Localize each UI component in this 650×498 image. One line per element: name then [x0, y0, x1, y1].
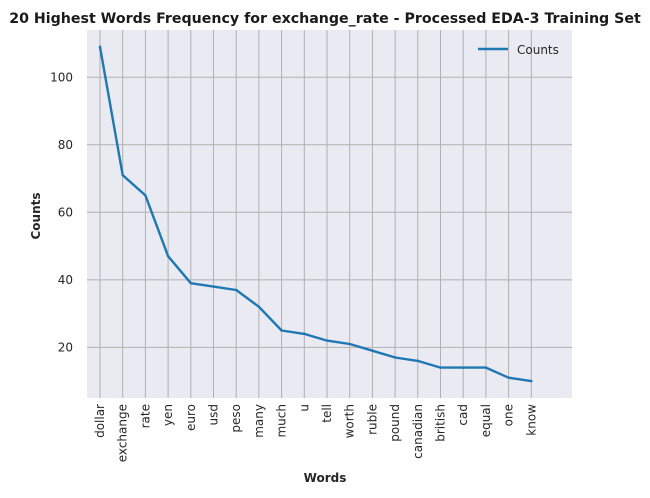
grid-lines — [87, 30, 572, 398]
data-point — [98, 45, 102, 49]
y-tick-label: 80 — [58, 138, 73, 152]
x-tick-label: euro — [184, 404, 198, 431]
y-tick-label: 60 — [58, 205, 73, 219]
x-tick-label: worth — [343, 404, 357, 438]
data-point — [212, 285, 215, 288]
y-axis-ticks: 20 40 60 80 100 — [50, 70, 73, 354]
data-point — [166, 255, 170, 258]
y-axis-label: Counts — [29, 192, 43, 239]
data-point — [303, 332, 306, 336]
x-tick-label: know — [524, 404, 538, 436]
x-tick-label: ruble — [365, 404, 379, 435]
data-point — [439, 366, 442, 369]
x-tick-label: exchange — [116, 404, 130, 462]
data-point — [325, 339, 329, 342]
data-point — [280, 329, 283, 332]
chart-title: 20 Highest Words Frequency for exchange_… — [9, 11, 641, 27]
data-point — [462, 366, 465, 369]
x-tick-label: yen — [161, 404, 175, 426]
legend: Counts — [478, 43, 559, 57]
x-tick-label: cad — [456, 404, 470, 426]
x-tick-label: dollar — [93, 404, 107, 438]
data-point — [484, 366, 488, 369]
plot-area — [87, 30, 572, 398]
data-point — [144, 194, 147, 197]
series-group — [98, 45, 533, 383]
y-tick-label: 20 — [58, 340, 73, 354]
series-line — [98, 45, 533, 383]
data-point — [348, 342, 351, 346]
data-point — [507, 376, 510, 379]
x-tick-label: one — [502, 404, 516, 426]
x-tick-label: canadian — [411, 404, 425, 459]
y-tick-label: 100 — [50, 70, 73, 84]
x-tick-label: british — [434, 404, 448, 442]
data-point — [371, 349, 374, 352]
data-point — [530, 379, 533, 383]
data-point — [416, 359, 419, 363]
x-tick-label: tell — [320, 404, 334, 423]
y-tick-label: 40 — [58, 273, 73, 287]
x-axis-ticks: dollar exchange rate yen euro usd peso many much… — [93, 404, 538, 462]
x-tick-label: peso — [229, 404, 243, 433]
legend-label: Counts — [517, 43, 559, 57]
data-point — [121, 173, 124, 177]
data-point — [257, 305, 261, 309]
x-tick-label: many — [252, 404, 266, 438]
x-tick-label: much — [275, 404, 289, 438]
x-tick-label: usd — [207, 404, 221, 425]
x-tick-label: u — [297, 404, 311, 412]
data-point — [393, 356, 397, 359]
x-tick-label: rate — [138, 404, 152, 428]
x-axis-label: Words — [304, 471, 347, 485]
x-tick-label: pound — [388, 404, 402, 442]
data-point — [189, 282, 192, 285]
data-point — [235, 288, 238, 292]
x-tick-label: equal — [479, 404, 493, 437]
